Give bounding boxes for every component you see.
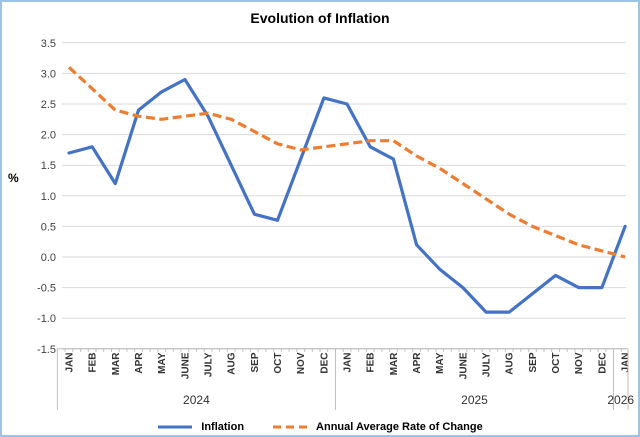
year-label: 2025 — [461, 393, 488, 407]
series-inflation — [67, 77, 627, 314]
y-tick-label: 3.0 — [41, 68, 56, 80]
y-tick-label: 2.5 — [41, 99, 56, 111]
year-label: 2024 — [183, 393, 210, 407]
legend-line-dashed-icon — [273, 425, 308, 429]
legend-label-inflation: Inflation — [201, 421, 245, 433]
x-tick-label: APR — [134, 352, 145, 374]
legend-label-annual-average: Annual Average Rate of Change — [316, 421, 483, 433]
gridlines — [62, 42, 626, 350]
x-tick-label: SEP — [250, 352, 261, 372]
y-tick-label: 2.0 — [41, 130, 56, 142]
y-tick-label: -1.5 — [37, 344, 56, 356]
x-tick-label: MAY — [157, 352, 168, 374]
x-tick-label: DEC — [319, 353, 330, 374]
x-tick-label: JULY — [204, 352, 215, 377]
x-tick-label: FEB — [88, 353, 99, 373]
x-tick-label: OCT — [273, 353, 284, 374]
legend: Inflation Annual Average Rate of Change — [0, 421, 640, 433]
x-tick-label: MAY — [435, 352, 446, 374]
x-tick-label: JUNE — [180, 352, 191, 379]
y-tick-label: 1.0 — [41, 191, 56, 203]
x-tick-label: APR — [412, 352, 423, 374]
x-tick-label: DEC — [597, 353, 608, 374]
y-axis-labels: 3.5 3.0 2.5 2.0 1.5 1.0 0.5 0.0 -0.5 -1.0 -1.5 — [37, 38, 56, 356]
y-tick-label: 3.5 — [41, 38, 56, 50]
y-tick-label: 1.5 — [41, 160, 56, 172]
year-labels: 2024 2025 2026 — [183, 393, 634, 407]
x-tick-label: NOV — [296, 352, 307, 374]
year-label: 2026 — [607, 393, 634, 407]
x-tick-label: FEB — [366, 353, 377, 373]
year-separators — [56, 348, 629, 410]
x-tick-label: JAN — [65, 353, 76, 373]
y-tick-label: -0.5 — [37, 283, 56, 295]
y-tick-label: 0.0 — [41, 252, 56, 264]
x-tick-label: NOV — [574, 352, 585, 374]
series-annual-average — [67, 66, 626, 259]
x-axis-labels: JAN FEB MAR APR MAY JUNE JULY AUG SEP OCT NOV DEC JA… — [65, 352, 632, 379]
y-tick-label: 0.5 — [41, 221, 56, 233]
x-tick-label: SEP — [528, 352, 539, 372]
legend-item-annual-average: Annual Average Rate of Change — [272, 421, 483, 433]
x-tick-label: MAR — [389, 352, 400, 376]
x-tick-label: MAR — [111, 352, 122, 376]
y-tick-label: -1.0 — [37, 313, 56, 325]
legend-item-inflation: Inflation — [157, 421, 244, 433]
x-tick-label: JUNE — [458, 352, 469, 379]
x-tick-label: AUG — [227, 352, 238, 374]
x-tick-label: OCT — [551, 353, 562, 374]
legend-line-solid-icon — [158, 425, 193, 429]
x-tick-label: JAN — [621, 353, 632, 373]
x-tick-label: AUG — [505, 352, 516, 374]
x-tick-label: JAN — [343, 353, 354, 373]
chart-title: Evolution of Inflation — [250, 10, 390, 26]
axis-ticks — [56, 348, 622, 352]
y-axis-title: % — [8, 171, 19, 185]
x-tick-label: JULY — [482, 352, 493, 377]
